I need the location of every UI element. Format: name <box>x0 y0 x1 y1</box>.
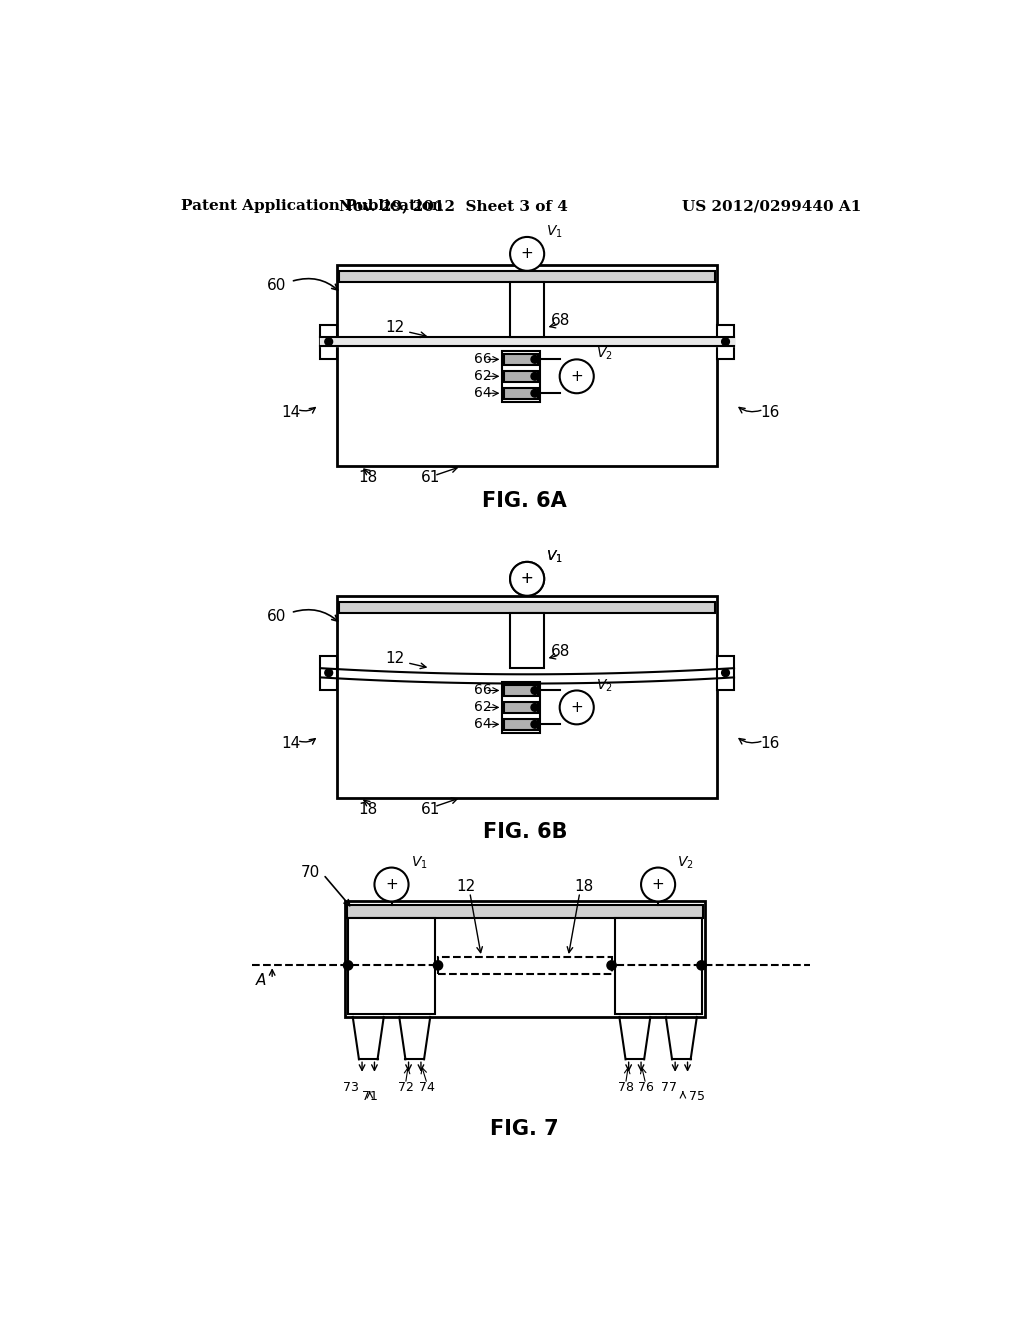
Text: A: A <box>256 973 266 989</box>
Text: +: + <box>570 368 583 384</box>
Circle shape <box>722 669 729 677</box>
Text: 18: 18 <box>574 879 593 894</box>
Text: 68: 68 <box>550 644 569 659</box>
Text: 64: 64 <box>474 387 493 400</box>
Circle shape <box>697 961 707 970</box>
Text: 18: 18 <box>358 470 378 486</box>
Text: 66: 66 <box>474 352 493 367</box>
Text: 14: 14 <box>282 405 300 420</box>
Bar <box>321 656 337 689</box>
Text: 72: 72 <box>397 1081 414 1093</box>
Text: $V_2$: $V_2$ <box>596 346 612 363</box>
Bar <box>510 612 544 668</box>
Bar <box>717 656 734 689</box>
Bar <box>717 325 734 359</box>
Bar <box>504 388 538 399</box>
Text: 16: 16 <box>760 737 779 751</box>
Circle shape <box>607 961 616 970</box>
Bar <box>337 595 717 797</box>
Circle shape <box>641 867 675 902</box>
Circle shape <box>375 867 409 902</box>
Bar <box>504 685 538 696</box>
Bar <box>339 271 716 281</box>
Text: +: + <box>385 876 398 892</box>
Bar <box>504 702 538 713</box>
Circle shape <box>325 338 333 346</box>
Text: 61: 61 <box>421 801 440 817</box>
Text: 14: 14 <box>282 737 300 751</box>
Text: FIG. 6B: FIG. 6B <box>482 822 567 842</box>
Text: FIG. 7: FIG. 7 <box>490 1119 559 1139</box>
Bar <box>504 371 538 381</box>
Bar <box>504 719 538 730</box>
Text: 78: 78 <box>617 1081 634 1093</box>
Circle shape <box>531 704 539 711</box>
Text: 77: 77 <box>660 1081 677 1093</box>
Text: 70: 70 <box>301 866 321 880</box>
Circle shape <box>531 721 539 729</box>
Circle shape <box>343 961 352 970</box>
Bar <box>504 354 538 364</box>
Text: 74: 74 <box>419 1081 435 1093</box>
Circle shape <box>560 690 594 725</box>
Text: 76: 76 <box>638 1081 653 1093</box>
Text: $V_2$: $V_2$ <box>596 677 612 693</box>
Text: +: + <box>570 700 583 715</box>
Bar <box>346 904 703 919</box>
Circle shape <box>531 686 539 694</box>
Text: Nov. 29, 2012  Sheet 3 of 4: Nov. 29, 2012 Sheet 3 of 4 <box>339 199 568 213</box>
Circle shape <box>433 961 442 970</box>
Text: 18: 18 <box>358 801 378 817</box>
Text: 75: 75 <box>689 1090 705 1102</box>
Text: 66: 66 <box>474 684 493 697</box>
Circle shape <box>510 238 544 271</box>
Text: 12: 12 <box>386 321 406 335</box>
Bar <box>321 325 337 359</box>
Circle shape <box>560 359 594 393</box>
Text: +: + <box>651 876 665 892</box>
Bar <box>503 351 540 401</box>
Circle shape <box>510 562 544 595</box>
Text: 12: 12 <box>457 879 475 894</box>
Bar <box>345 902 705 1016</box>
Text: 62: 62 <box>474 370 493 383</box>
Circle shape <box>510 562 544 595</box>
Bar <box>614 919 701 1014</box>
Text: 12: 12 <box>386 651 406 667</box>
Text: 71: 71 <box>361 1090 378 1102</box>
Text: 62: 62 <box>474 701 493 714</box>
Text: +: + <box>521 247 534 261</box>
Text: $V_1$: $V_1$ <box>547 549 563 565</box>
Bar <box>503 682 540 733</box>
Text: 60: 60 <box>267 609 287 624</box>
Text: 16: 16 <box>760 405 779 420</box>
Circle shape <box>722 338 729 346</box>
Text: +: + <box>521 572 534 586</box>
Text: +: + <box>521 572 534 586</box>
Bar <box>339 602 716 612</box>
Circle shape <box>531 355 539 363</box>
Bar <box>348 919 435 1014</box>
Text: 64: 64 <box>474 717 493 731</box>
Text: 61: 61 <box>421 470 440 486</box>
Text: $V_1$: $V_1$ <box>547 223 563 240</box>
Bar <box>510 281 544 337</box>
Circle shape <box>325 669 333 677</box>
Text: US 2012/0299440 A1: US 2012/0299440 A1 <box>682 199 861 213</box>
Text: Patent Application Publication: Patent Application Publication <box>180 199 442 213</box>
Text: 68: 68 <box>550 313 569 327</box>
Bar <box>337 264 717 466</box>
Circle shape <box>531 389 539 397</box>
Text: $V_2$: $V_2$ <box>678 854 694 871</box>
Text: 60: 60 <box>267 279 287 293</box>
Bar <box>438 957 611 974</box>
Text: 73: 73 <box>343 1081 359 1093</box>
Circle shape <box>531 372 539 380</box>
Text: $V_1$: $V_1$ <box>547 549 563 565</box>
Text: FIG. 6A: FIG. 6A <box>482 491 567 511</box>
Text: $V_1$: $V_1$ <box>411 854 428 871</box>
